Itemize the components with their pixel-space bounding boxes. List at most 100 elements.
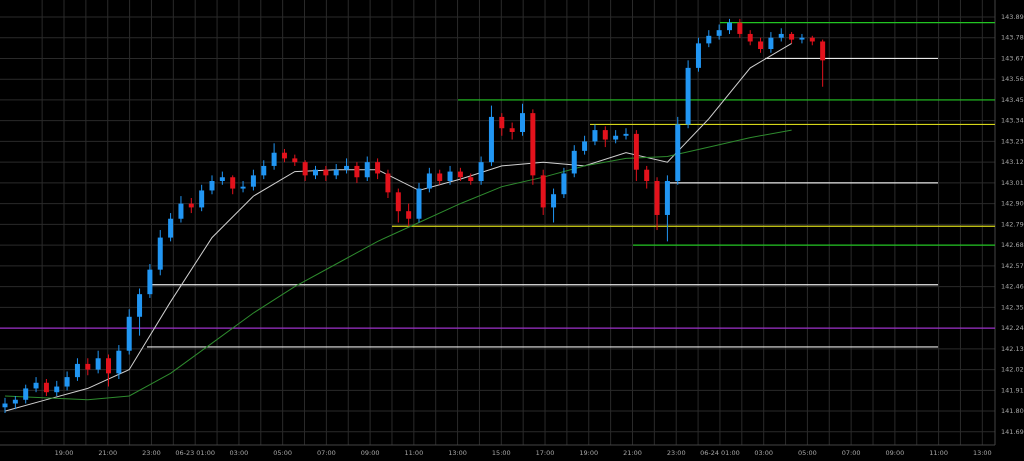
candle-body (778, 33, 784, 38)
x-tick-label: 09:00 (886, 449, 905, 457)
candle-body (799, 37, 805, 40)
candle-body (820, 41, 826, 61)
candle-body (571, 150, 577, 174)
y-tick-label: 143.23 (1001, 137, 1024, 145)
candle-body (809, 37, 815, 42)
candle-body (623, 133, 629, 136)
x-tick-label: 19:00 (55, 449, 74, 457)
candle-body (33, 382, 39, 389)
candle-body (2, 403, 8, 408)
candle-body (106, 358, 111, 374)
candle-body (478, 162, 484, 182)
x-tick-label: 07:00 (317, 449, 336, 457)
y-tick-label: 143.67 (1001, 54, 1024, 62)
x-tick-label: 09:00 (361, 449, 380, 457)
candle-body (116, 350, 122, 374)
candle-body (509, 128, 515, 132)
candle-body (406, 211, 412, 219)
x-tick-label: 19:00 (579, 449, 598, 457)
candle-body (685, 67, 691, 125)
candle-body (540, 175, 546, 208)
candle-body (375, 162, 381, 174)
candle-body (602, 130, 608, 140)
candle-body (302, 162, 308, 176)
x-tick-label: 05:00 (798, 449, 817, 457)
candle-body (313, 169, 318, 176)
x-tick-label: 11:00 (929, 449, 948, 457)
candle-body (426, 173, 432, 189)
candle-body (582, 141, 588, 151)
x-tick-label: 11:00 (404, 449, 423, 457)
y-tick-label: 142.24 (1001, 324, 1024, 332)
x-tick-label: 06-24 01:00 (700, 449, 740, 457)
candle-body (747, 33, 753, 42)
candle-body (551, 194, 557, 208)
y-tick-label: 142.79 (1001, 220, 1024, 228)
candle-body (157, 237, 163, 270)
y-tick-label: 142.13 (1001, 345, 1024, 353)
y-tick-label: 142.68 (1001, 241, 1024, 249)
y-tick-label: 142.57 (1001, 262, 1024, 270)
candle-body (126, 316, 132, 351)
x-tick-label: 17:00 (536, 449, 555, 457)
y-tick-label: 142.90 (1001, 200, 1024, 208)
y-tick-label: 143.78 (1001, 34, 1024, 42)
candle-body (261, 165, 267, 176)
candle-body (188, 203, 194, 208)
candle-body (530, 113, 536, 176)
moving-average (4, 42, 792, 412)
candle-body (137, 294, 143, 317)
candle-body (147, 269, 153, 295)
candle-body (468, 177, 474, 182)
candle-body (281, 152, 287, 159)
y-tick-label: 142.35 (1001, 303, 1024, 311)
moving-average (4, 129, 792, 401)
candle-body (199, 190, 205, 208)
candle-body (168, 218, 174, 238)
candle-body (675, 124, 681, 182)
y-tick-label: 143.01 (1001, 179, 1024, 187)
x-tick-label: 03:00 (754, 449, 773, 457)
candle-body (457, 171, 463, 178)
candle-body (416, 188, 422, 219)
y-tick-label: 143.89 (1001, 13, 1024, 21)
candle-body (64, 377, 70, 387)
candle-body (385, 173, 391, 193)
y-tick-label: 142.02 (1001, 366, 1024, 374)
candle-body (54, 386, 60, 393)
candle-body (230, 177, 236, 189)
candle-body (644, 169, 650, 182)
candle-body (613, 135, 619, 140)
candle-body (344, 165, 350, 170)
candle-body (716, 30, 722, 36)
candle-body (292, 158, 298, 163)
candle-body (74, 363, 80, 378)
candle-body (768, 37, 774, 50)
candle-body (354, 165, 360, 178)
candle-body (727, 22, 732, 31)
candle-body (447, 171, 453, 182)
x-tick-label: 23:00 (142, 449, 161, 457)
candle-body (737, 22, 743, 34)
candle-body (323, 169, 329, 176)
candle-body (178, 203, 184, 219)
candle-body (561, 173, 567, 195)
x-tick-label: 21:00 (98, 449, 117, 457)
candle-body (240, 186, 246, 189)
y-tick-label: 143.56 (1001, 75, 1024, 83)
candle-body (437, 173, 443, 182)
candle-body (333, 169, 339, 176)
candle-body (654, 181, 660, 215)
candle-body (395, 192, 401, 212)
candle-body (488, 116, 494, 163)
candle-body (499, 116, 505, 129)
candle-body (364, 162, 370, 178)
candle-body (43, 382, 49, 393)
y-tick-label: 141.91 (1001, 386, 1024, 394)
candle-body (664, 181, 670, 215)
y-tick-label: 141.69 (1001, 428, 1024, 436)
x-tick-label: 07:00 (842, 449, 861, 457)
x-tick-label: 03:00 (230, 449, 249, 457)
